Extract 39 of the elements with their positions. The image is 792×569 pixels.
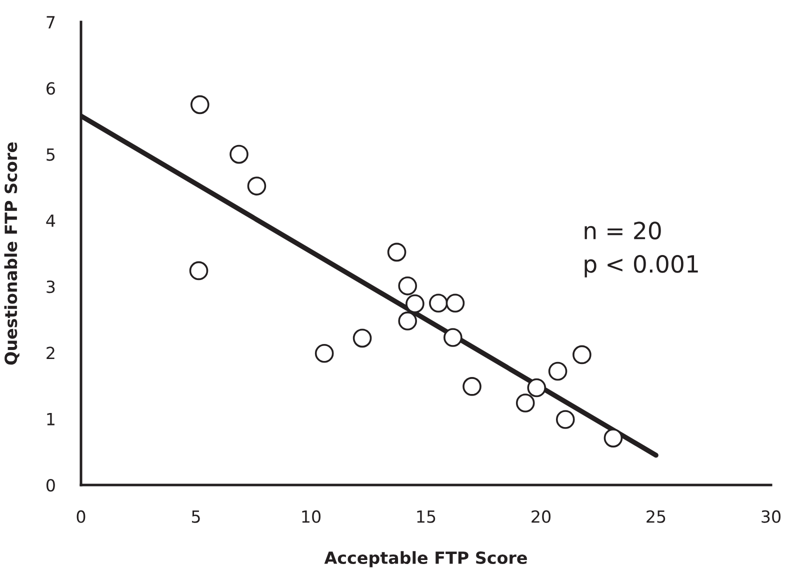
y-tick-label: 0 [46,478,55,492]
x-tick-label: 25 [646,510,666,523]
point [556,410,575,429]
y-tick-label: 6 [46,82,55,95]
point [516,394,535,412]
point [247,176,266,196]
y-axis-title: Questionable FTP Score [4,142,20,365]
point [189,261,208,280]
annotation: p < 0.001 [584,254,698,278]
point [604,428,623,448]
point [444,328,462,347]
point [406,294,424,314]
point [429,294,448,313]
x-tick-label: 30 [762,510,780,523]
point [230,144,248,164]
x-tick-label: 10 [302,510,320,523]
point [527,378,546,398]
point [446,294,465,313]
x-axis-title: Acceptable FTP Score [324,551,527,568]
point [548,362,568,381]
y-tick-label: 2 [46,346,54,360]
y-tick-label: 5 [46,148,55,161]
x-tick-label: 5 [192,510,200,523]
x-tick-label: 0 [76,510,86,523]
point [462,377,482,396]
point [190,95,210,114]
y-tick-label: 4 [46,214,56,227]
point [572,345,592,364]
point [398,312,418,330]
y-tick-label: 7 [46,16,55,28]
y-tick-label: 1 [47,413,54,426]
point [387,242,406,262]
x-tick-label: 15 [417,510,436,523]
point [352,328,372,348]
y-tick-label: 3 [46,280,55,294]
x-tick-label: 20 [532,510,550,523]
point [314,344,334,363]
annotation: n = 20 [584,222,661,240]
point [398,276,418,296]
